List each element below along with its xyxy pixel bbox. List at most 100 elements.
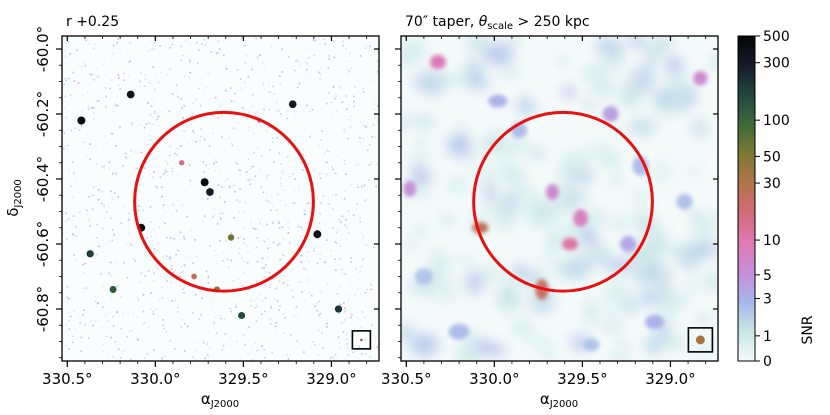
noise-speck: [348, 280, 351, 283]
noise-speck: [249, 168, 252, 170]
noise-speck: [96, 302, 99, 305]
noise-speck: [339, 87, 342, 89]
noise-speck: [182, 264, 185, 267]
noise-speck: [333, 85, 335, 88]
noise-blob: [618, 81, 643, 106]
noise-speck: [166, 106, 168, 109]
noise-speck: [357, 287, 359, 290]
noise-speck: [88, 196, 91, 198]
noise-speck: [165, 330, 168, 333]
noise-speck: [150, 39, 153, 42]
noise-speck: [64, 290, 67, 292]
noise-speck: [233, 92, 236, 95]
noise-speck: [324, 43, 326, 45]
noise-speck: [302, 153, 304, 156]
noise-speck: [137, 132, 139, 134]
noise-blob: [525, 202, 554, 227]
noise-speck: [256, 297, 258, 300]
noise-speck: [319, 43, 321, 45]
noise-speck: [264, 264, 267, 266]
noise-speck: [69, 315, 72, 318]
noise-speck: [199, 104, 202, 107]
noise-speck: [261, 240, 264, 242]
noise-speck: [150, 199, 152, 202]
noise-speck: [214, 96, 217, 99]
noise-speck: [242, 148, 245, 151]
noise-speck: [118, 84, 120, 86]
noise-speck: [236, 69, 239, 72]
noise-speck: [377, 105, 379, 107]
noise-speck: [116, 104, 119, 107]
noise-speck: [345, 218, 347, 221]
left-panel: 330.5° 330.0° 329.5° 329.0° -60.0° -60.2° -60.…: [34, 14, 380, 388]
noise-speck: [157, 243, 159, 246]
noise-speck: [250, 93, 252, 95]
noise-speck: [303, 351, 305, 353]
noise-speck: [82, 314, 84, 316]
noise-speck: [361, 185, 363, 188]
noise-speck: [218, 314, 221, 317]
noise-speck: [232, 280, 235, 282]
noise-speck: [307, 223, 310, 225]
noise-speck: [67, 77, 70, 80]
noise-speck: [226, 258, 229, 261]
noise-speck: [339, 347, 341, 349]
noise-speck: [252, 227, 255, 230]
noise-speck: [148, 145, 150, 147]
noise-speck: [165, 236, 168, 239]
noise-speck: [139, 184, 141, 186]
noise-speck: [261, 345, 263, 347]
noise-speck: [220, 317, 222, 320]
noise-speck: [303, 267, 305, 270]
noise-speck: [293, 139, 296, 142]
noise-speck: [263, 267, 265, 269]
noise-speck: [294, 69, 296, 72]
noise-speck: [237, 278, 240, 280]
noise-speck: [322, 38, 325, 41]
noise-speck: [354, 294, 356, 297]
noise-speck: [87, 134, 89, 137]
noise-speck: [190, 229, 192, 231]
noise-speck: [114, 171, 116, 173]
noise-speck: [265, 353, 268, 356]
noise-speck: [284, 203, 287, 206]
noise-speck: [158, 299, 160, 302]
noise-speck: [319, 258, 321, 260]
noise-speck: [376, 70, 379, 73]
noise-speck: [208, 145, 211, 147]
noise-speck: [256, 228, 258, 231]
noise-blob: [667, 79, 697, 94]
noise-speck: [254, 170, 257, 173]
noise-speck: [210, 51, 213, 53]
source-mark: [602, 106, 619, 122]
noise-speck: [106, 312, 109, 315]
noise-blob: [444, 72, 464, 86]
noise-speck: [224, 333, 227, 335]
noise-speck: [148, 81, 150, 84]
noise-speck: [285, 223, 287, 225]
noise-speck: [157, 116, 160, 118]
noise-speck: [164, 222, 166, 225]
noise-speck: [300, 254, 303, 257]
noise-speck: [154, 158, 157, 160]
noise-speck: [77, 42, 80, 45]
noise-speck: [282, 172, 285, 175]
noise-speck: [186, 306, 189, 308]
noise-speck: [110, 336, 112, 339]
noise-speck: [142, 322, 144, 325]
noise-speck: [281, 71, 284, 73]
noise-blob: [609, 166, 623, 192]
noise-speck: [288, 226, 290, 229]
noise-speck: [68, 217, 70, 220]
colorbar: 0 1 3 5 10 30 50 100 300 500 SNR: [737, 29, 816, 370]
noise-speck: [377, 60, 379, 63]
noise-speck: [217, 116, 219, 119]
noise-speck: [76, 147, 79, 150]
noise-speck: [365, 244, 368, 246]
noise-speck: [289, 242, 291, 244]
left-panel-beam-box: [351, 330, 372, 350]
noise-speck: [247, 126, 250, 128]
noise-speck: [192, 311, 194, 314]
noise-speck: [82, 272, 85, 274]
noise-speck: [153, 272, 156, 275]
